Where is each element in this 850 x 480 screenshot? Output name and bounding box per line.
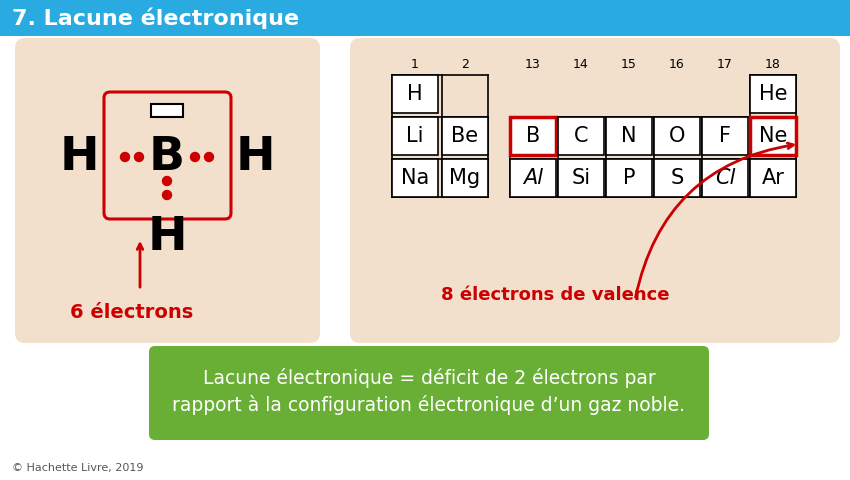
Bar xyxy=(750,75,796,113)
Bar xyxy=(558,159,604,197)
Text: 13: 13 xyxy=(525,59,541,72)
Text: 2: 2 xyxy=(461,59,469,72)
Text: H: H xyxy=(60,134,99,180)
Circle shape xyxy=(121,153,129,161)
Text: 8 électrons de valence: 8 électrons de valence xyxy=(441,286,669,304)
Text: B: B xyxy=(526,126,540,146)
Bar xyxy=(606,117,652,155)
Text: Al: Al xyxy=(523,168,543,188)
FancyBboxPatch shape xyxy=(149,346,709,440)
Text: 6 électrons: 6 électrons xyxy=(70,303,193,322)
Bar xyxy=(0,0,850,36)
Circle shape xyxy=(190,153,200,161)
Bar xyxy=(654,159,700,197)
Bar xyxy=(442,117,488,155)
Bar xyxy=(392,159,438,197)
Bar xyxy=(750,117,796,155)
Bar xyxy=(510,117,556,155)
Bar xyxy=(442,159,488,197)
Bar xyxy=(702,117,748,155)
Text: H: H xyxy=(235,134,275,180)
Text: H: H xyxy=(407,84,422,104)
Text: 16: 16 xyxy=(669,59,685,72)
Bar xyxy=(392,75,438,113)
Text: 7. Lacune électronique: 7. Lacune électronique xyxy=(12,7,299,29)
Text: rapport à la configuration électronique d’un gaz noble.: rapport à la configuration électronique … xyxy=(173,395,685,415)
Circle shape xyxy=(162,191,172,200)
Text: C: C xyxy=(574,126,588,146)
Text: P: P xyxy=(623,168,635,188)
Text: O: O xyxy=(669,126,685,146)
Bar xyxy=(151,104,183,117)
Bar xyxy=(510,159,556,197)
Bar xyxy=(558,117,604,155)
Text: Ar: Ar xyxy=(762,168,785,188)
Text: 17: 17 xyxy=(717,59,733,72)
FancyBboxPatch shape xyxy=(15,38,320,343)
Text: B: B xyxy=(149,134,185,180)
Text: Be: Be xyxy=(451,126,479,146)
Circle shape xyxy=(134,153,144,161)
Text: Na: Na xyxy=(401,168,429,188)
Text: H: H xyxy=(147,215,187,260)
Text: Li: Li xyxy=(406,126,424,146)
Bar xyxy=(654,117,700,155)
Text: Si: Si xyxy=(571,168,591,188)
Bar xyxy=(392,117,438,155)
FancyBboxPatch shape xyxy=(350,38,840,343)
Text: 14: 14 xyxy=(573,59,589,72)
Bar xyxy=(750,159,796,197)
Text: S: S xyxy=(671,168,683,188)
Text: Ne: Ne xyxy=(759,126,787,146)
Text: 15: 15 xyxy=(621,59,637,72)
Text: 18: 18 xyxy=(765,59,781,72)
Text: Lacune électronique = déficit de 2 électrons par: Lacune électronique = déficit de 2 élect… xyxy=(202,368,655,388)
Text: © Hachette Livre, 2019: © Hachette Livre, 2019 xyxy=(12,463,144,473)
Text: 1: 1 xyxy=(411,59,419,72)
Bar xyxy=(702,159,748,197)
Bar xyxy=(606,159,652,197)
Text: Cl: Cl xyxy=(715,168,735,188)
Text: Mg: Mg xyxy=(450,168,480,188)
Text: He: He xyxy=(759,84,787,104)
Text: N: N xyxy=(621,126,637,146)
Circle shape xyxy=(205,153,213,161)
Text: F: F xyxy=(719,126,731,146)
Circle shape xyxy=(162,177,172,185)
